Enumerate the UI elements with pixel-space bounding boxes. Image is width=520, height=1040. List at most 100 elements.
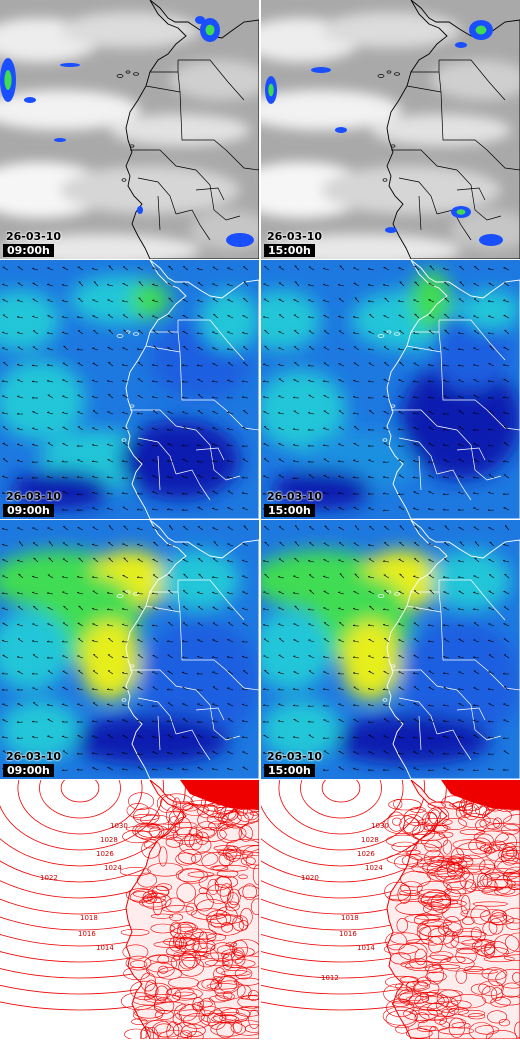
island — [377, 594, 385, 598]
country-border — [398, 697, 438, 735]
satellite-image — [261, 0, 520, 259]
isobar-label: 1012 — [321, 974, 339, 982]
isobar-label: 1026 — [357, 850, 375, 858]
isobar-label: 1020 — [301, 874, 319, 882]
island — [390, 404, 396, 408]
precipitation-area — [311, 67, 331, 73]
country-border — [391, 669, 458, 691]
island — [394, 72, 400, 76]
country-border — [439, 579, 506, 621]
island — [116, 334, 124, 338]
country-border — [456, 429, 502, 481]
timestamp-date: 26-03-10 — [6, 490, 62, 503]
wind-panel-a-1500[interactable] — [261, 260, 520, 519]
island — [116, 594, 124, 598]
country-border — [225, 669, 259, 691]
land-contours — [119, 780, 259, 1039]
timestamp-date: 26-03-10 — [267, 230, 323, 243]
wind-panel-a-0900[interactable] — [0, 260, 259, 519]
coastline — [386, 520, 520, 779]
wind-field — [261, 260, 520, 519]
island — [129, 664, 135, 668]
island — [386, 70, 392, 74]
country-border — [398, 437, 438, 475]
island — [125, 70, 131, 74]
precipitation-core — [205, 24, 215, 36]
country-border — [145, 605, 181, 613]
country-border — [175, 729, 211, 761]
wind-panel-b-0900[interactable] — [0, 520, 259, 779]
pressure-panel-left[interactable]: 1030 1028 1026 1024 1022 1018 1016 1014 — [0, 780, 259, 1039]
country-border — [406, 85, 442, 93]
timestamp-date: 26-03-10 — [6, 750, 62, 763]
island — [394, 592, 400, 596]
country-border — [439, 319, 506, 361]
country-border — [391, 409, 458, 431]
coastline — [125, 520, 259, 779]
land-fill — [180, 780, 259, 810]
satellite-panel-0900[interactable] — [0, 0, 259, 259]
wind-field — [0, 520, 259, 779]
country-border — [137, 697, 177, 735]
country-border — [418, 195, 422, 231]
timestamp-time: 09:00h — [3, 504, 54, 517]
island — [129, 144, 135, 148]
country-border — [456, 447, 486, 461]
precipitation-core — [4, 70, 12, 90]
country-border — [486, 149, 520, 171]
isobar-label: 1024 — [104, 864, 122, 872]
island — [382, 438, 388, 442]
country-border — [175, 469, 211, 501]
country-border — [177, 591, 227, 671]
country-border — [195, 447, 225, 461]
timestamp-date: 26-03-10 — [6, 230, 62, 243]
island — [386, 330, 392, 334]
wind-field — [0, 260, 259, 519]
timestamp: 26-03-10 09:00h — [3, 750, 64, 777]
satellite-panel-1500[interactable] — [261, 0, 520, 259]
precipitation-core — [268, 83, 274, 97]
country-border — [438, 71, 488, 151]
precipitation-area — [335, 127, 347, 133]
country-border — [406, 605, 442, 613]
country-border — [438, 331, 488, 411]
country-border — [418, 455, 422, 491]
country-border — [178, 59, 245, 101]
country-border — [486, 409, 520, 431]
isobar-label: 1026 — [96, 850, 114, 858]
country-border — [225, 149, 259, 171]
island — [121, 178, 127, 182]
country-border — [486, 669, 520, 691]
country-border — [175, 209, 211, 241]
precipitation-area — [54, 138, 66, 142]
isobar-label: 1022 — [40, 874, 58, 882]
country-border — [436, 729, 472, 761]
isobar-label: 1014 — [357, 944, 375, 952]
pressure-panel-right[interactable]: 1030 1028 1026 1024 1020 1018 1016 1014 1012 — [261, 780, 520, 1039]
wind-vectors — [262, 525, 510, 772]
country-border — [391, 149, 458, 171]
coastline — [386, 260, 520, 519]
precipitation-area — [60, 63, 80, 67]
country-border — [195, 169, 241, 221]
island — [377, 74, 385, 78]
country-border — [438, 591, 488, 671]
country-border — [130, 149, 197, 171]
vertical-divider — [259, 0, 261, 1040]
island — [129, 404, 135, 408]
country-border — [178, 579, 245, 621]
precipitation-area — [24, 97, 36, 103]
precipitation-area — [195, 16, 205, 24]
isobar-label: 1018 — [341, 914, 359, 922]
island — [121, 698, 127, 702]
country-border — [145, 345, 181, 353]
timestamp-time: 09:00h — [3, 764, 54, 777]
timestamp: 26-03-10 09:00h — [3, 230, 64, 257]
precipitation-area — [226, 233, 254, 247]
island — [394, 332, 400, 336]
isobar-label: 1016 — [78, 930, 96, 938]
country-border — [157, 195, 161, 231]
country-border — [195, 707, 225, 721]
country-border — [195, 429, 241, 481]
wind-panel-b-1500[interactable] — [261, 520, 520, 779]
